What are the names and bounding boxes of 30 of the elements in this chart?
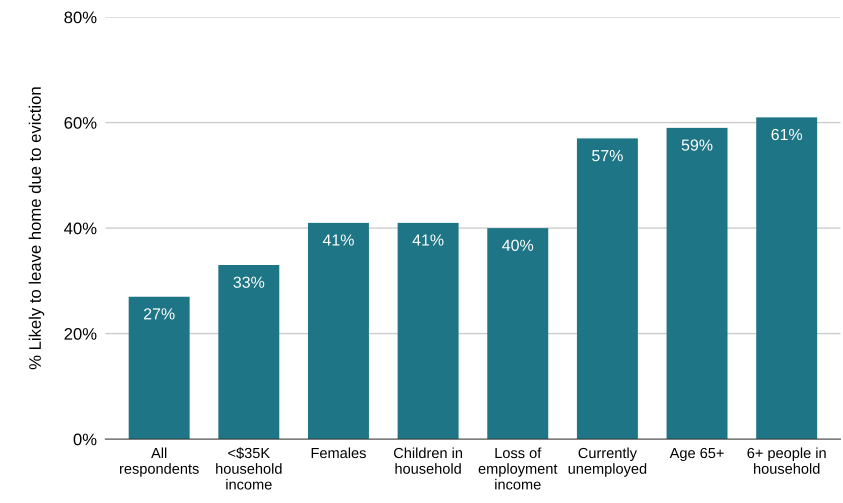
bar [756,117,818,440]
bar [487,228,548,440]
bar [398,222,459,440]
data-label: 59% [682,139,712,151]
y-tick-label: 80% [64,12,96,24]
bar [666,128,728,440]
x-tick-label: Loss of employment income [478,447,558,490]
x-tick-label: <$35K household income [216,447,282,490]
data-label: 61% [772,128,802,140]
x-tick-label: All respondents [120,447,199,477]
data-label: 33% [233,276,264,288]
x-tick-label: Currently unemployed [568,447,646,477]
y-tick-label: 40% [64,222,96,234]
data-label: 57% [592,150,623,162]
y-axis-title: % Likely to leave home due to eviction [28,87,44,370]
bar [308,222,369,440]
bar [576,138,638,440]
bar [128,296,190,440]
data-label: 27% [144,308,175,320]
x-tick-label: Children in household [394,447,462,474]
y-tick-label: 0% [74,434,96,446]
x-tick-label: 6+ people in household [747,447,826,474]
x-tick-label: Age 65+ [670,448,724,462]
x-tick-label: Females [312,447,366,458]
bar [218,265,280,440]
data-label: 41% [322,234,354,246]
y-tick-label: 60% [64,117,96,129]
data-label: 40% [502,240,534,251]
data-label: 41% [412,234,444,246]
y-tick-label: 20% [64,328,96,340]
